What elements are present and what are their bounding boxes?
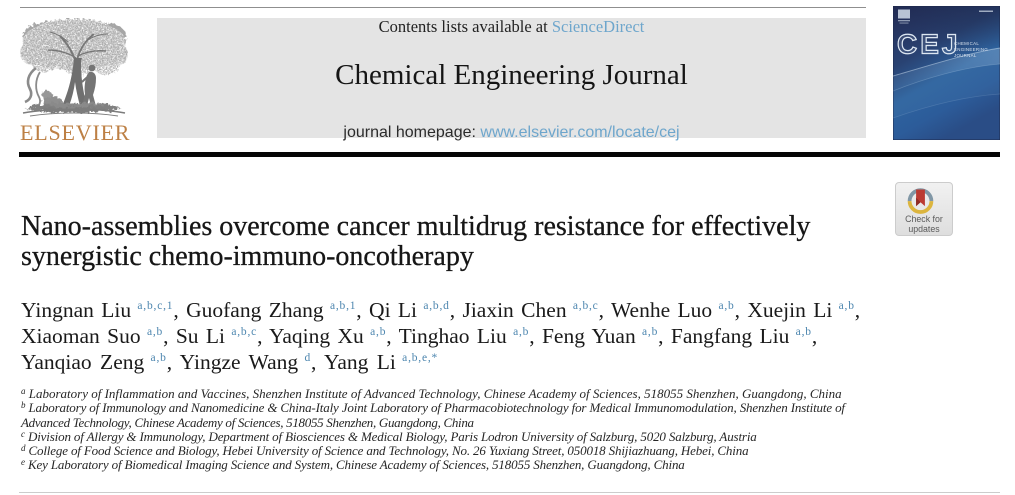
svg-text:JOURNAL: JOURNAL — [954, 53, 977, 58]
svg-text:ENGINEERING: ENGINEERING — [954, 47, 988, 52]
svg-text:CHEMICAL: CHEMICAL — [954, 41, 979, 46]
svg-text:CEJ: CEJ — [897, 29, 960, 60]
